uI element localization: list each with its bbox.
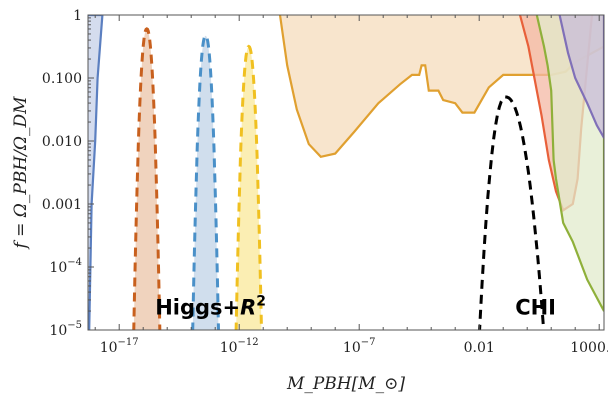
x-tick-label: 0.01 bbox=[464, 340, 495, 356]
plot-frame bbox=[87, 14, 605, 331]
annotations: Higgs+R2 CHI bbox=[155, 293, 556, 319]
mass-function-fill-1 bbox=[192, 35, 219, 330]
y-axis-label: f = Ω_PBH/Ω_DM bbox=[11, 96, 31, 251]
x-axis-ticks: 10−17 10−12 10−7 0.01 1000.00 bbox=[94, 15, 608, 356]
y-tick-label: 10−4 bbox=[49, 257, 82, 276]
x-tick-label: 10−7 bbox=[343, 337, 376, 356]
constraint-region-fill-0 bbox=[88, 15, 103, 330]
y-tick-label: 1 bbox=[73, 8, 82, 24]
mass-function-curve-2 bbox=[234, 44, 263, 330]
mass-function-curve-3 bbox=[478, 95, 546, 330]
constraint-region-fill-4 bbox=[559, 15, 604, 138]
mass-function-curve-0 bbox=[132, 27, 162, 330]
constraint-boundary-0 bbox=[88, 15, 104, 330]
pbh-mass-functions bbox=[132, 27, 546, 330]
y-tick-label: 0.001 bbox=[42, 197, 82, 213]
y-tick-label: 0.010 bbox=[42, 134, 82, 150]
constraint-boundary-4 bbox=[558, 15, 604, 141]
x-tick-label: 10−12 bbox=[220, 337, 259, 356]
y-tick-label: 10−5 bbox=[49, 320, 82, 339]
x-tick-label: 10−17 bbox=[100, 337, 139, 356]
constraint-region-fill-1 bbox=[280, 15, 604, 157]
annotation-label: CHI bbox=[515, 295, 556, 319]
constraint-boundary-3 bbox=[535, 15, 604, 312]
annotation-label: Higgs+R2 bbox=[155, 293, 266, 319]
y-axis-ticks: 1 0.100 0.010 0.001 10−4 10−5 bbox=[42, 8, 94, 339]
y-tick-label: 0.100 bbox=[42, 71, 82, 87]
x-tick-label: 1000.00 bbox=[570, 340, 608, 356]
x-axis-label: M_PBH[M_⊙] bbox=[286, 374, 405, 394]
constraint-regions bbox=[88, 15, 604, 330]
mass-function-curve-1 bbox=[191, 33, 220, 330]
